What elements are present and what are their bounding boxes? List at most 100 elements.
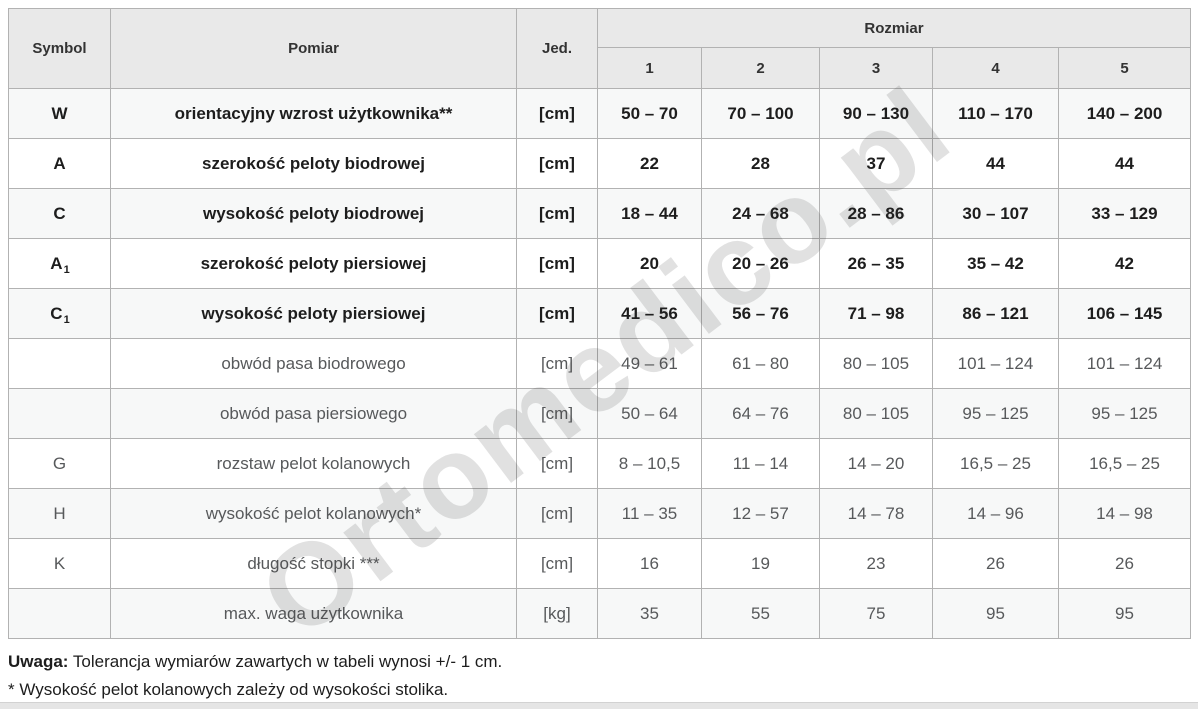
cell-size-5: 101 – 124 — [1057, 338, 1192, 389]
cell-size-4: 35 – 42 — [932, 238, 1059, 289]
cell-pomiar: wysokość peloty biodrowej — [110, 188, 517, 239]
cell-pomiar: długość stopki *** — [110, 538, 517, 589]
cell-symbol: C1 — [8, 288, 111, 339]
cell-symbol: A1 — [8, 238, 111, 289]
cell-size-3: 28 – 86 — [819, 188, 933, 239]
cell-pomiar: wysokość pelot kolanowych* — [110, 488, 517, 539]
cell-size-5: 95 — [1057, 588, 1192, 639]
cell-size-3: 80 – 105 — [819, 338, 933, 389]
col-header-size-2: 2 — [701, 47, 820, 89]
cell-pomiar: rozstaw pelot kolanowych — [110, 438, 517, 489]
table-row: max. waga użytkownika [kg] 35 55 75 95 95 — [8, 588, 1192, 639]
cell-pomiar: obwód pasa piersiowego — [110, 388, 517, 439]
footnotes: Uwaga: Tolerancja wymiarów zawartych w t… — [8, 652, 1191, 700]
cell-size-1: 20 — [597, 238, 702, 289]
cell-size-2: 20 – 26 — [701, 238, 820, 289]
cell-size-3: 37 — [819, 138, 933, 189]
cell-size-5: 14 – 98 — [1057, 488, 1192, 539]
cell-size-4: 14 – 96 — [932, 488, 1059, 539]
cell-size-2: 55 — [701, 588, 820, 639]
cell-size-2: 28 — [701, 138, 820, 189]
note-tolerance-label: Uwaga: — [8, 652, 69, 671]
cell-size-2: 12 – 57 — [701, 488, 820, 539]
cell-jed: [cm] — [516, 388, 598, 439]
cell-jed: [kg] — [516, 588, 598, 639]
col-header-jed: Jed. — [516, 8, 598, 89]
cell-pomiar: szerokość peloty piersiowej — [110, 238, 517, 289]
col-header-rozmiar: Rozmiar — [596, 8, 1192, 48]
cell-size-5: 16,5 – 25 — [1057, 438, 1192, 489]
col-header-symbol: Symbol — [8, 8, 111, 89]
cell-size-5: 140 – 200 — [1057, 88, 1192, 139]
cell-symbol: C — [8, 188, 111, 239]
cell-pomiar: orientacyjny wzrost użytkownika** — [110, 88, 517, 139]
cell-jed: [cm] — [516, 238, 598, 289]
cell-size-5: 26 — [1057, 538, 1192, 589]
table-row: A1 szerokość peloty piersiowej [cm] 20 20 – … — [8, 238, 1192, 289]
cell-size-1: 16 — [597, 538, 702, 589]
cell-size-1: 49 – 61 — [597, 338, 702, 389]
cell-size-2: 11 – 14 — [701, 438, 820, 489]
header-row-top: Symbol Pomiar Jed. Rozmiar — [8, 8, 1192, 89]
cell-symbol: A — [8, 138, 111, 189]
cell-symbol — [8, 338, 111, 389]
cell-symbol: K — [8, 538, 111, 589]
cell-size-2: 70 – 100 — [701, 88, 820, 139]
cell-size-2: 56 – 76 — [701, 288, 820, 339]
col-header-size-4: 4 — [932, 47, 1059, 89]
cell-size-5: 95 – 125 — [1057, 388, 1192, 439]
cell-size-1: 35 — [597, 588, 702, 639]
cell-size-1: 41 – 56 — [597, 288, 702, 339]
note-tolerance: Uwaga: Tolerancja wymiarów zawartych w t… — [8, 652, 1191, 672]
cell-jed: [cm] — [516, 338, 598, 389]
symbol-subscript: 1 — [63, 263, 70, 276]
cell-symbol — [8, 588, 111, 639]
bottom-cutoff-strip — [0, 702, 1198, 709]
cell-size-5: 33 – 129 — [1057, 188, 1192, 239]
cell-pomiar: obwód pasa biodrowego — [110, 338, 517, 389]
cell-size-4: 44 — [932, 138, 1059, 189]
cell-symbol: W — [8, 88, 111, 139]
note-knee-pads: * Wysokość pelot kolanowych zależy od wy… — [8, 680, 449, 699]
cell-pomiar: wysokość peloty piersiowej — [110, 288, 517, 339]
col-header-pomiar: Pomiar — [110, 8, 517, 89]
col-header-size-3: 3 — [819, 47, 933, 89]
cell-size-3: 71 – 98 — [819, 288, 933, 339]
cell-jed: [cm] — [516, 438, 598, 489]
symbol-subscript: 1 — [63, 313, 70, 326]
cell-jed: [cm] — [516, 288, 598, 339]
cell-size-1: 50 – 64 — [597, 388, 702, 439]
table-row: obwód pasa piersiowego [cm] 50 – 64 64 – 76… — [8, 388, 1192, 439]
cell-size-2: 61 – 80 — [701, 338, 820, 389]
cell-symbol — [8, 388, 111, 439]
cell-size-4: 16,5 – 25 — [932, 438, 1059, 489]
note-tolerance-text: Tolerancja wymiarów zawartych w tabeli w… — [68, 652, 503, 671]
cell-size-4: 110 – 170 — [932, 88, 1059, 139]
cell-size-2: 19 — [701, 538, 820, 589]
cell-size-1: 50 – 70 — [597, 88, 702, 139]
cell-size-2: 64 – 76 — [701, 388, 820, 439]
cell-jed: [cm] — [516, 88, 598, 139]
cell-jed: [cm] — [516, 188, 598, 239]
cell-size-1: 8 – 10,5 — [597, 438, 702, 489]
table-row: obwód pasa biodrowego [cm] 49 – 61 61 – 80 8… — [8, 338, 1192, 389]
cell-jed: [cm] — [516, 488, 598, 539]
cell-size-3: 90 – 130 — [819, 88, 933, 139]
cell-size-5: 42 — [1057, 238, 1192, 289]
cell-pomiar: szerokość peloty biodrowej — [110, 138, 517, 189]
cell-size-4: 95 — [932, 588, 1059, 639]
cell-size-2: 24 – 68 — [701, 188, 820, 239]
cell-size-3: 14 – 78 — [819, 488, 933, 539]
cell-symbol: G — [8, 438, 111, 489]
cell-size-3: 14 – 20 — [819, 438, 933, 489]
cell-size-3: 26 – 35 — [819, 238, 933, 289]
cell-size-3: 23 — [819, 538, 933, 589]
